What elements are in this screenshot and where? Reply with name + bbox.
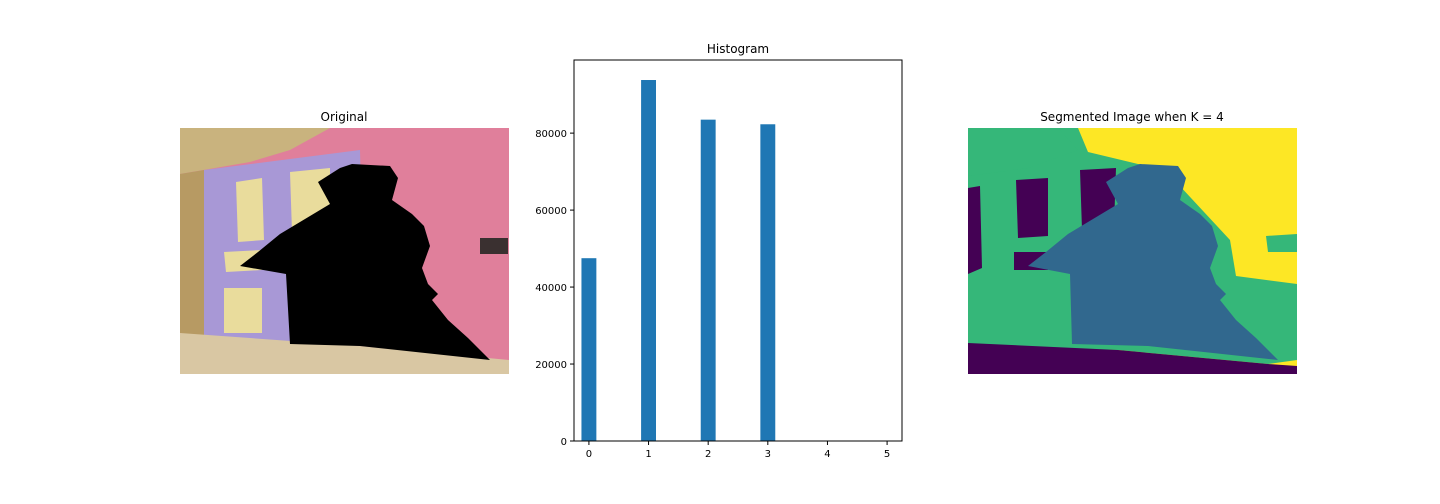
y-tick-label: 40000	[535, 283, 567, 294]
histogram-axes-frame	[573, 59, 903, 442]
histogram-title: Histogram	[706, 42, 770, 56]
floor-region	[180, 333, 509, 374]
segment-purple-edge	[968, 186, 982, 274]
segment-purple-floor	[968, 343, 1297, 374]
silhouette-region	[240, 164, 490, 360]
x-tick-label: 2	[705, 449, 711, 460]
segment-green-switch	[1266, 234, 1297, 252]
segmented-title: Segmented Image when K = 4	[1040, 110, 1224, 124]
y-tick-label: 60000	[535, 206, 567, 217]
histogram-bar	[760, 124, 776, 441]
x-tick-label: 1	[645, 449, 651, 460]
x-tick-label: 4	[824, 449, 830, 460]
x-tick-label: 5	[884, 449, 890, 460]
y-tick-label: 0	[561, 437, 567, 448]
histogram-bar	[700, 119, 716, 441]
histogram-bar	[641, 80, 656, 442]
histogram-bar	[581, 258, 597, 441]
y-tick-label: 80000	[535, 129, 567, 140]
door-panel	[236, 178, 264, 242]
segment-blue-silhouette	[1028, 164, 1278, 360]
segment-green-shelf	[968, 128, 1078, 176]
segment-purple-panel	[1016, 178, 1048, 238]
y-tick-label: 20000	[535, 360, 567, 371]
door-panel	[224, 288, 262, 333]
curtain-region	[180, 170, 204, 338]
x-tick-label: 0	[586, 449, 592, 460]
original-image	[180, 128, 509, 374]
segmented-image	[968, 128, 1297, 374]
wall-switch	[480, 238, 508, 254]
original-title: Original	[320, 110, 368, 124]
shelf-region	[180, 128, 330, 174]
x-tick-label: 3	[765, 449, 771, 460]
